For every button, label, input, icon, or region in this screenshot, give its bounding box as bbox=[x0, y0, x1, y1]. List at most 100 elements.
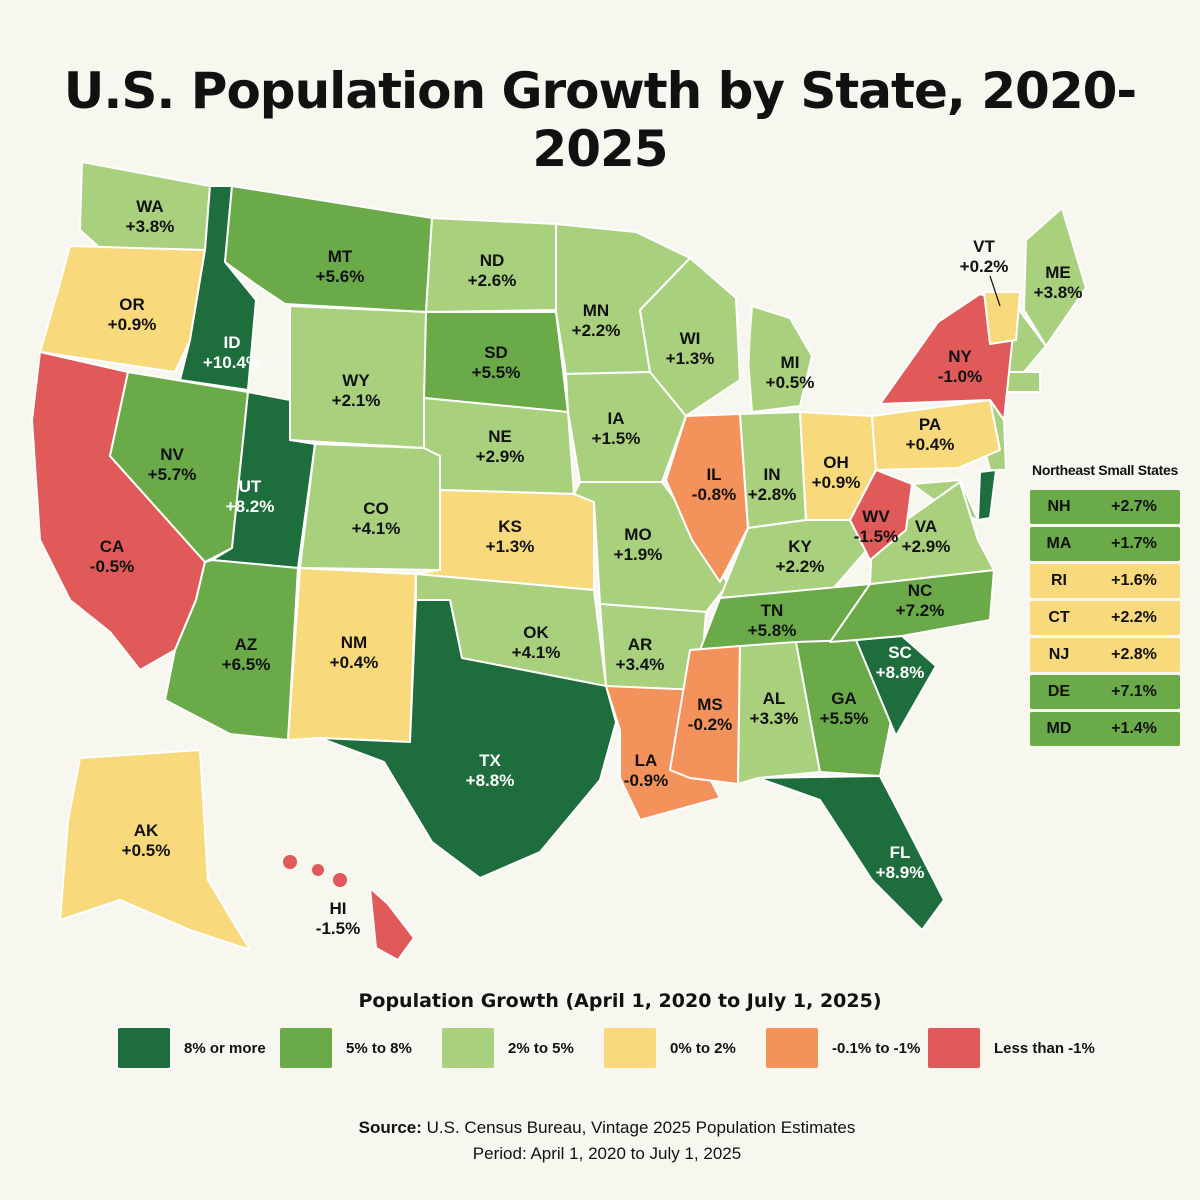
state-code-label: WY bbox=[342, 371, 370, 390]
state-value-label: +8.8% bbox=[876, 663, 925, 682]
state-vt bbox=[983, 291, 1021, 345]
state-code-label: MO bbox=[624, 525, 651, 544]
northeast-row-code: MD bbox=[1046, 720, 1072, 737]
state-code-label: CA bbox=[100, 537, 125, 556]
state-al bbox=[737, 641, 821, 785]
state-shape bbox=[737, 641, 821, 785]
state-code-label: CO bbox=[363, 499, 389, 518]
legend-label: Less than -1% bbox=[994, 1039, 1095, 1057]
state-value-label: +2.6% bbox=[468, 271, 517, 290]
state-value-label: +2.9% bbox=[902, 537, 951, 556]
legend-swatch bbox=[928, 1028, 980, 1068]
state-code-label: NC bbox=[908, 581, 933, 600]
state-code-label: WV bbox=[862, 507, 890, 526]
northeast-row-code: CT bbox=[1048, 609, 1070, 626]
legend-swatch bbox=[442, 1028, 494, 1068]
state-code-label: ID bbox=[224, 333, 241, 352]
state-value-label: +0.4% bbox=[906, 435, 955, 454]
state-shape bbox=[757, 775, 945, 931]
legend-label: -0.1% to -1% bbox=[832, 1039, 921, 1057]
legend-item: 5% to 8% bbox=[280, 1028, 412, 1068]
state-value-label: +2.2% bbox=[776, 557, 825, 576]
state-value-label: +3.3% bbox=[750, 709, 799, 728]
state-value-label: +0.9% bbox=[108, 315, 157, 334]
state-code-label: TX bbox=[479, 751, 501, 770]
state-value-label: +2.2% bbox=[572, 321, 621, 340]
source-note: Source: U.S. Census Bureau, Vintage 2025… bbox=[0, 1115, 1200, 1167]
state-code-label: AZ bbox=[235, 635, 258, 654]
state-shape bbox=[319, 599, 617, 879]
state-value-label: +0.9% bbox=[812, 473, 861, 492]
state-code-label: SC bbox=[888, 643, 912, 662]
northeast-row-code: NH bbox=[1047, 498, 1071, 515]
legend-label: 0% to 2% bbox=[670, 1039, 736, 1057]
state-pa bbox=[871, 399, 1001, 471]
legend-item: -0.1% to -1% bbox=[766, 1028, 920, 1068]
state-value-label: +0.4% bbox=[330, 653, 379, 672]
legend-swatch bbox=[766, 1028, 818, 1068]
state-ne bbox=[423, 397, 575, 495]
state-code-label: MT bbox=[328, 247, 353, 266]
northeast-row-value: +2.7% bbox=[1111, 498, 1157, 515]
hawaii-island bbox=[312, 864, 324, 876]
state-code-label: SD bbox=[484, 343, 508, 362]
state-code-label: NM bbox=[341, 633, 367, 652]
lake-michigan bbox=[740, 306, 752, 412]
state-shape bbox=[669, 645, 741, 785]
state-code-label: AR bbox=[628, 635, 653, 654]
state-value-label: +2.8% bbox=[748, 485, 797, 504]
state-value-label: +7.2% bbox=[896, 601, 945, 620]
northeast-row-nh: NH +2.7% bbox=[1030, 490, 1180, 524]
state-code-label: WA bbox=[136, 197, 163, 216]
state-shape bbox=[423, 397, 575, 495]
state-code-label: KY bbox=[788, 537, 812, 556]
state-value-label: +0.2% bbox=[960, 257, 1009, 276]
state-code-label: VA bbox=[915, 517, 937, 536]
legend-item: 0% to 2% bbox=[604, 1028, 736, 1068]
state-value-label: +1.9% bbox=[614, 545, 663, 564]
state-code-label: ME bbox=[1045, 263, 1071, 282]
state-shape bbox=[871, 399, 1001, 471]
state-shape bbox=[1023, 207, 1087, 347]
state-value-label: -0.9% bbox=[624, 771, 668, 790]
state-code-label: MI bbox=[781, 353, 800, 372]
state-value-label: -1.5% bbox=[316, 919, 360, 938]
state-ak bbox=[59, 749, 251, 951]
state-value-label: +4.1% bbox=[512, 643, 561, 662]
northeast-row-code: NJ bbox=[1048, 646, 1070, 663]
state-value-label: -0.2% bbox=[688, 715, 732, 734]
state-value-label: +8.9% bbox=[876, 863, 925, 882]
northeast-row-value: +2.8% bbox=[1111, 646, 1157, 663]
state-code-label: IN bbox=[764, 465, 781, 484]
state-code-label: OK bbox=[523, 623, 549, 642]
northeast-small-state-shape bbox=[977, 469, 997, 521]
legend-label: 5% to 8% bbox=[346, 1039, 412, 1057]
northeast-row-value: +1.6% bbox=[1111, 572, 1157, 589]
state-value-label: -1.0% bbox=[938, 367, 982, 386]
legend-swatch bbox=[118, 1028, 170, 1068]
state-value-label: -0.8% bbox=[692, 485, 736, 504]
state-value-label: +3.8% bbox=[1034, 283, 1083, 302]
state-code-label: NV bbox=[160, 445, 184, 464]
state-code-label: IA bbox=[608, 409, 625, 428]
state-shape bbox=[849, 469, 913, 561]
northeast-small-states-panel: Northeast Small States NH +2.7% MA +1.7% RI +… bbox=[1030, 462, 1180, 749]
hawaii-island bbox=[283, 855, 297, 869]
state-code-label: HI bbox=[330, 899, 347, 918]
northeast-row-value: +7.1% bbox=[1111, 683, 1157, 700]
state-code-label: IL bbox=[706, 465, 721, 484]
state-code-label: OR bbox=[119, 295, 145, 314]
legend-swatch bbox=[280, 1028, 332, 1068]
state-value-label: +3.4% bbox=[616, 655, 665, 674]
state-shape bbox=[164, 559, 299, 741]
state-value-label: +5.5% bbox=[820, 709, 869, 728]
state-value-label: +2.1% bbox=[332, 391, 381, 410]
state-value-label: +6.5% bbox=[222, 655, 271, 674]
state-code-label: GA bbox=[831, 689, 857, 708]
northeast-row-ct: CT +2.2% bbox=[1030, 601, 1180, 635]
state-value-label: +10.4% bbox=[203, 353, 261, 372]
state-value-label: -0.5% bbox=[90, 557, 134, 576]
state-value-label: +5.6% bbox=[316, 267, 365, 286]
vt-leader-line bbox=[989, 275, 1001, 307]
state-value-label: +1.3% bbox=[666, 349, 715, 368]
